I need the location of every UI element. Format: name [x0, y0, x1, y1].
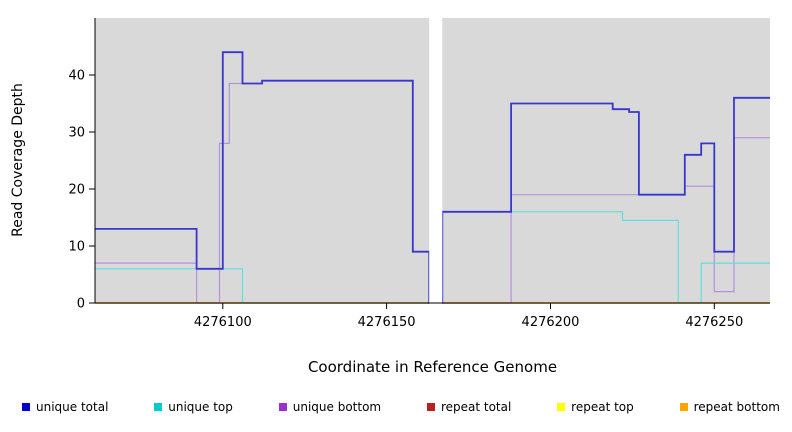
legend-swatch — [426, 403, 435, 411]
legend-label: repeat top — [571, 400, 634, 414]
x-tick-label: 4276200 — [522, 315, 580, 330]
chart-layer: 0 10 20 30 40 4276100 4276150 4276200 4276250 — [68, 16, 770, 330]
y-tick-label: 10 — [68, 240, 85, 255]
legend: unique total unique top unique bottom repea… — [22, 400, 780, 414]
x-tick-label: 4276100 — [194, 315, 252, 330]
y-tick-label: 0 — [77, 297, 85, 312]
legend-swatch — [557, 403, 566, 411]
legend-label: repeat bottom — [693, 400, 780, 414]
legend-label: unique bottom — [292, 400, 382, 414]
series-unique-total — [95, 51, 770, 304]
legend-item-unique-top: unique top — [154, 400, 233, 414]
y-tick-label: 40 — [68, 69, 85, 84]
legend-swatch — [22, 403, 30, 411]
legend-swatch — [154, 403, 163, 411]
x-tick-label: 4276250 — [685, 315, 743, 330]
legend-label: repeat total — [440, 400, 512, 414]
y-tick-label: 20 — [68, 183, 85, 198]
legend-label: unique top — [168, 400, 233, 414]
legend-item-unique-bottom: unique bottom — [278, 400, 382, 414]
x-tick-label: 4276150 — [358, 315, 416, 330]
legend-item-repeat-bottom: repeat bottom — [679, 400, 780, 414]
no-data-gap — [429, 16, 443, 306]
legend-swatch — [278, 403, 287, 411]
legend-item-repeat-total: repeat total — [426, 400, 512, 414]
legend-swatch — [679, 403, 688, 411]
coverage-plot: 0 10 20 30 40 4276100 4276150 4276200 4276250 Re… — [10, 16, 770, 330]
legend-label: unique total — [36, 400, 109, 414]
x-axis-title: Coordinate in Reference Genome — [307, 358, 558, 376]
legend-item-repeat-top: repeat top — [557, 400, 634, 414]
y-tick-label: 30 — [68, 126, 85, 141]
y-axis-title: Read Coverage Depth — [10, 83, 26, 237]
legend-item-unique-total: unique total — [22, 400, 108, 414]
